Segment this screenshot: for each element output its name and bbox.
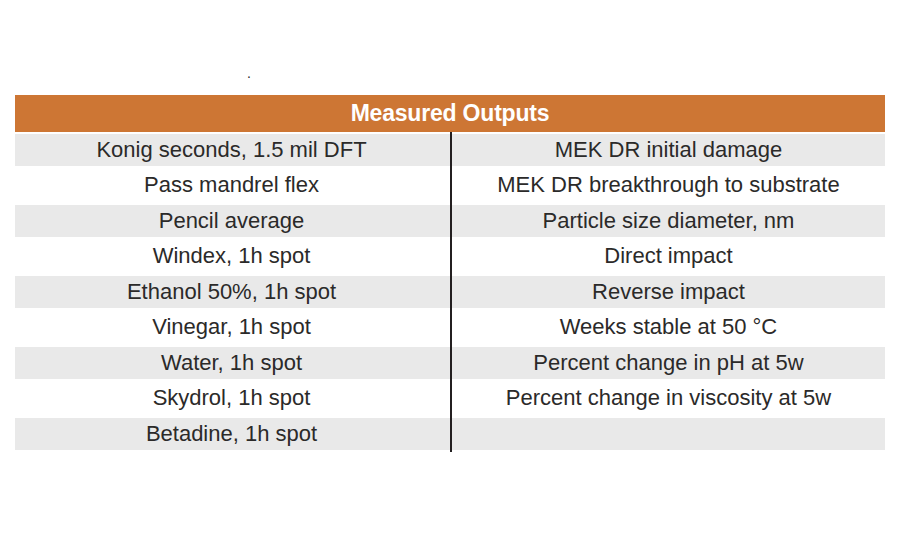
table-cell-left: Betadine, 1h spot (15, 418, 450, 450)
table-cell-right: Percent change in pH at 5w (450, 347, 885, 379)
table-cell-left: Pencil average (15, 205, 450, 237)
stray-dot-mark: . (247, 66, 251, 80)
table-cell-left: Skydrol, 1h spot (15, 381, 450, 417)
table-cell-left: Water, 1h spot (15, 347, 450, 379)
table-cell-right: Particle size diameter, nm (450, 205, 885, 237)
table-cell-right: MEK DR breakthrough to substrate (450, 168, 885, 204)
table-cell-left: Windex, 1h spot (15, 239, 450, 275)
table-cell-right: Reverse impact (450, 276, 885, 308)
table-body: Konig seconds, 1.5 mil DFT MEK DR initia… (15, 132, 885, 452)
table-cell-left: Vinegar, 1h spot (15, 310, 450, 346)
measured-outputs-table: Measured Outputs Konig seconds, 1.5 mil … (15, 95, 885, 452)
table-cell-right: Weeks stable at 50 °C (450, 310, 885, 346)
table-title: Measured Outputs (15, 95, 885, 132)
table-cell-left: Pass mandrel flex (15, 168, 450, 204)
column-divider-line (450, 132, 452, 452)
table-cell-right: Direct impact (450, 239, 885, 275)
table-cell-left: Konig seconds, 1.5 mil DFT (15, 134, 450, 166)
table-cell-right: MEK DR initial damage (450, 134, 885, 166)
table-cell-right: Percent change in viscosity at 5w (450, 381, 885, 417)
table-cell-left: Ethanol 50%, 1h spot (15, 276, 450, 308)
table-cell-right (450, 418, 885, 450)
